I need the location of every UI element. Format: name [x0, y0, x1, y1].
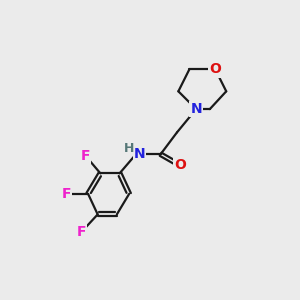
- Text: F: F: [76, 225, 86, 239]
- Text: F: F: [61, 187, 71, 201]
- Text: H: H: [124, 142, 134, 155]
- Text: O: O: [174, 158, 186, 172]
- Text: F: F: [81, 148, 90, 163]
- Text: O: O: [209, 62, 221, 76]
- Text: N: N: [134, 147, 145, 161]
- Text: N: N: [190, 102, 202, 116]
